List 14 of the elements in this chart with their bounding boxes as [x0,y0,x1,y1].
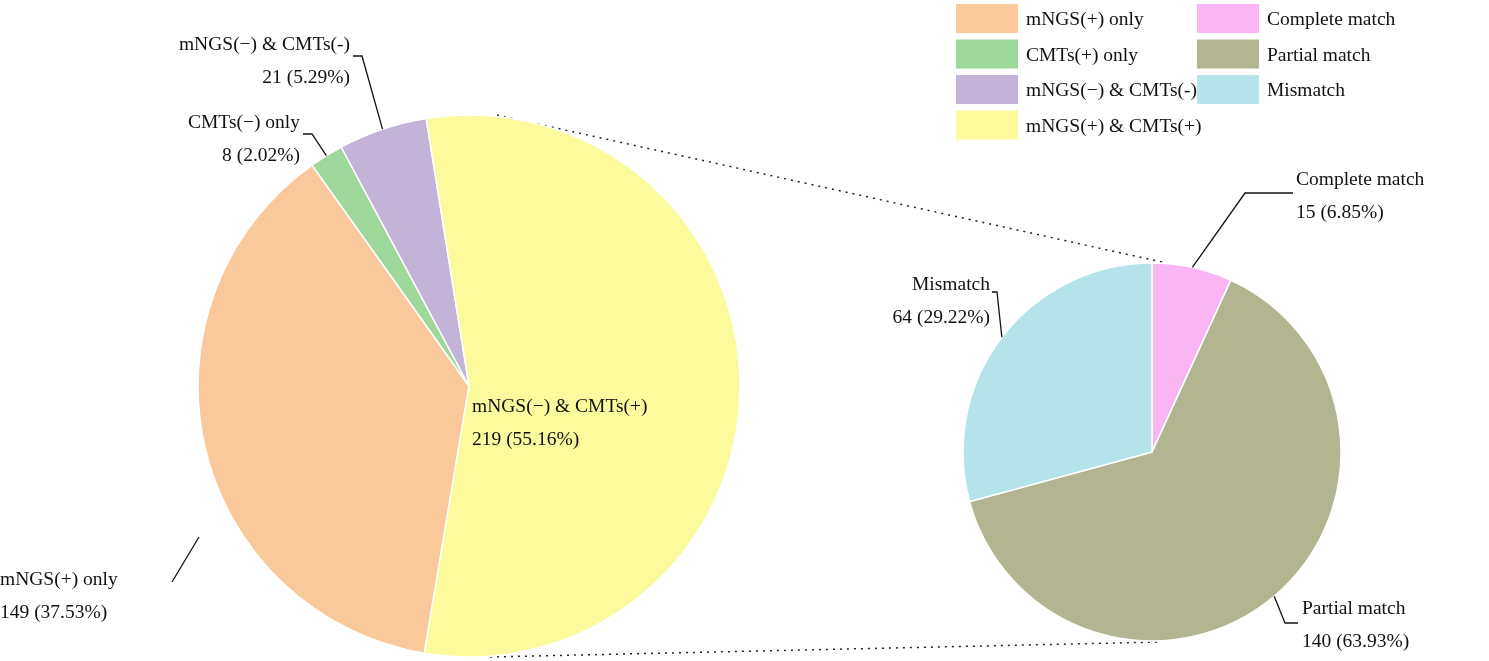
data-label: mNGS(−) & CMTs(-) 21 (5.29%) [178,33,350,88]
data-label: Complete match 15 (6.85%) [1296,168,1425,223]
legend-label: mNGS(+) & CMTs(+) [1026,114,1202,137]
legend-label: Complete match [1267,8,1396,29]
data-label: mNGS(+) only 149 (37.53%) [0,568,118,623]
legend-label: mNGS(+) only [1026,8,1144,30]
legend-label: Partial match [1267,43,1371,65]
legend-label: Mismatch [1267,79,1346,100]
data-label: CMTs(−) only 8 (2.02%) [187,111,301,166]
data-label: mNGS(−) & CMTs(+) 219 (55.16%) [472,395,648,450]
data-label: Mismatch 64 (29.22%) [892,273,991,328]
legend-label: mNGS(−) & CMTs(-) [1026,79,1198,101]
data-label: Partial match 140 (63.93%) [1302,597,1410,652]
legend-label: CMTs(+) only [1026,43,1139,66]
